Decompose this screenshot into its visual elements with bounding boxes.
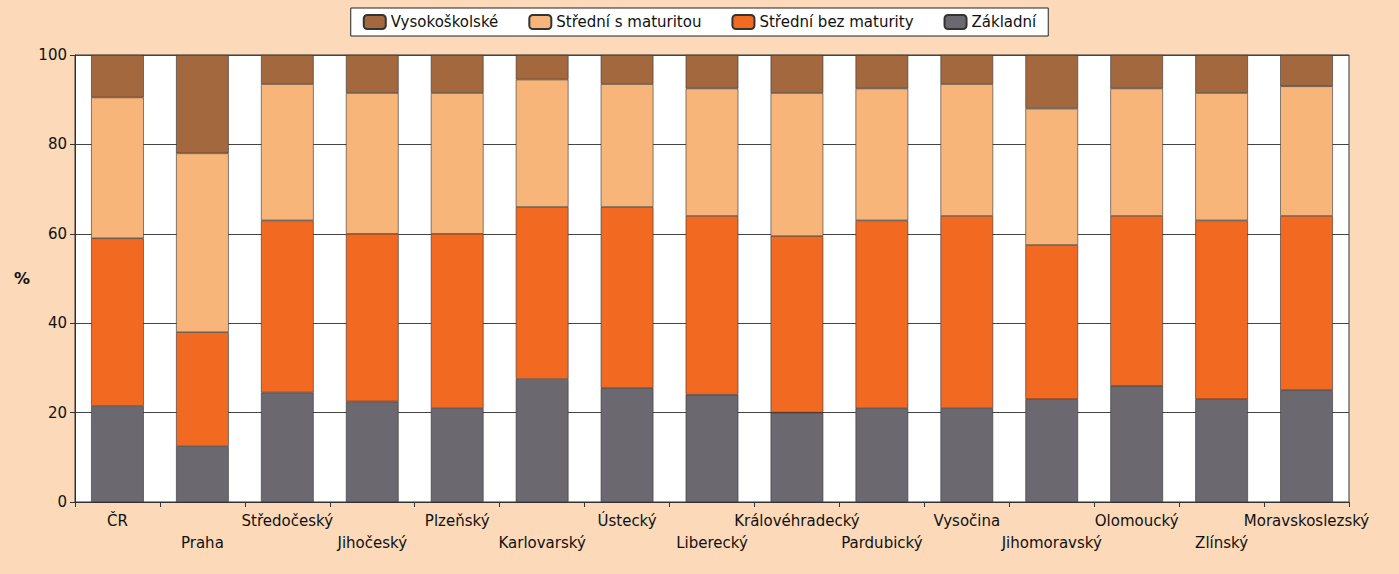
svg-text:Plzeňský: Plzeňský bbox=[425, 512, 490, 530]
svg-text:Střední s maturitou: Střední s maturitou bbox=[556, 13, 701, 31]
svg-text:Ústecký: Ústecký bbox=[597, 511, 656, 530]
svg-text:60: 60 bbox=[48, 225, 67, 243]
svg-text:Středočeský: Středočeský bbox=[242, 512, 334, 530]
svg-text:Jihočeský: Jihočeský bbox=[336, 534, 407, 552]
svg-text:Olomoucký: Olomoucký bbox=[1095, 512, 1179, 530]
svg-text:Jihomoravský: Jihomoravský bbox=[1001, 534, 1102, 552]
svg-text:Základní: Základní bbox=[972, 13, 1038, 31]
svg-text:%: % bbox=[14, 269, 30, 288]
svg-text:40: 40 bbox=[48, 314, 67, 332]
svg-text:ČR: ČR bbox=[107, 511, 128, 530]
svg-text:Vysokoškolské: Vysokoškolské bbox=[391, 13, 499, 31]
svg-text:100: 100 bbox=[38, 46, 67, 64]
svg-text:Pardubický: Pardubický bbox=[841, 534, 923, 552]
svg-text:Praha: Praha bbox=[181, 534, 224, 552]
svg-text:80: 80 bbox=[48, 135, 67, 153]
svg-text:20: 20 bbox=[48, 404, 67, 422]
svg-text:Karlovarský: Karlovarský bbox=[498, 534, 585, 552]
svg-text:Zlínský: Zlínský bbox=[1195, 534, 1248, 552]
svg-text:Liberecký: Liberecký bbox=[676, 534, 748, 552]
svg-text:Moravskoslezský: Moravskoslezský bbox=[1244, 512, 1370, 530]
svg-text:Střední bez maturity: Střední bez maturity bbox=[759, 13, 913, 31]
svg-text:0: 0 bbox=[57, 493, 67, 511]
svg-text:Vysočina: Vysočina bbox=[933, 512, 1000, 530]
svg-text:Královéhradecký: Královéhradecký bbox=[734, 512, 860, 530]
